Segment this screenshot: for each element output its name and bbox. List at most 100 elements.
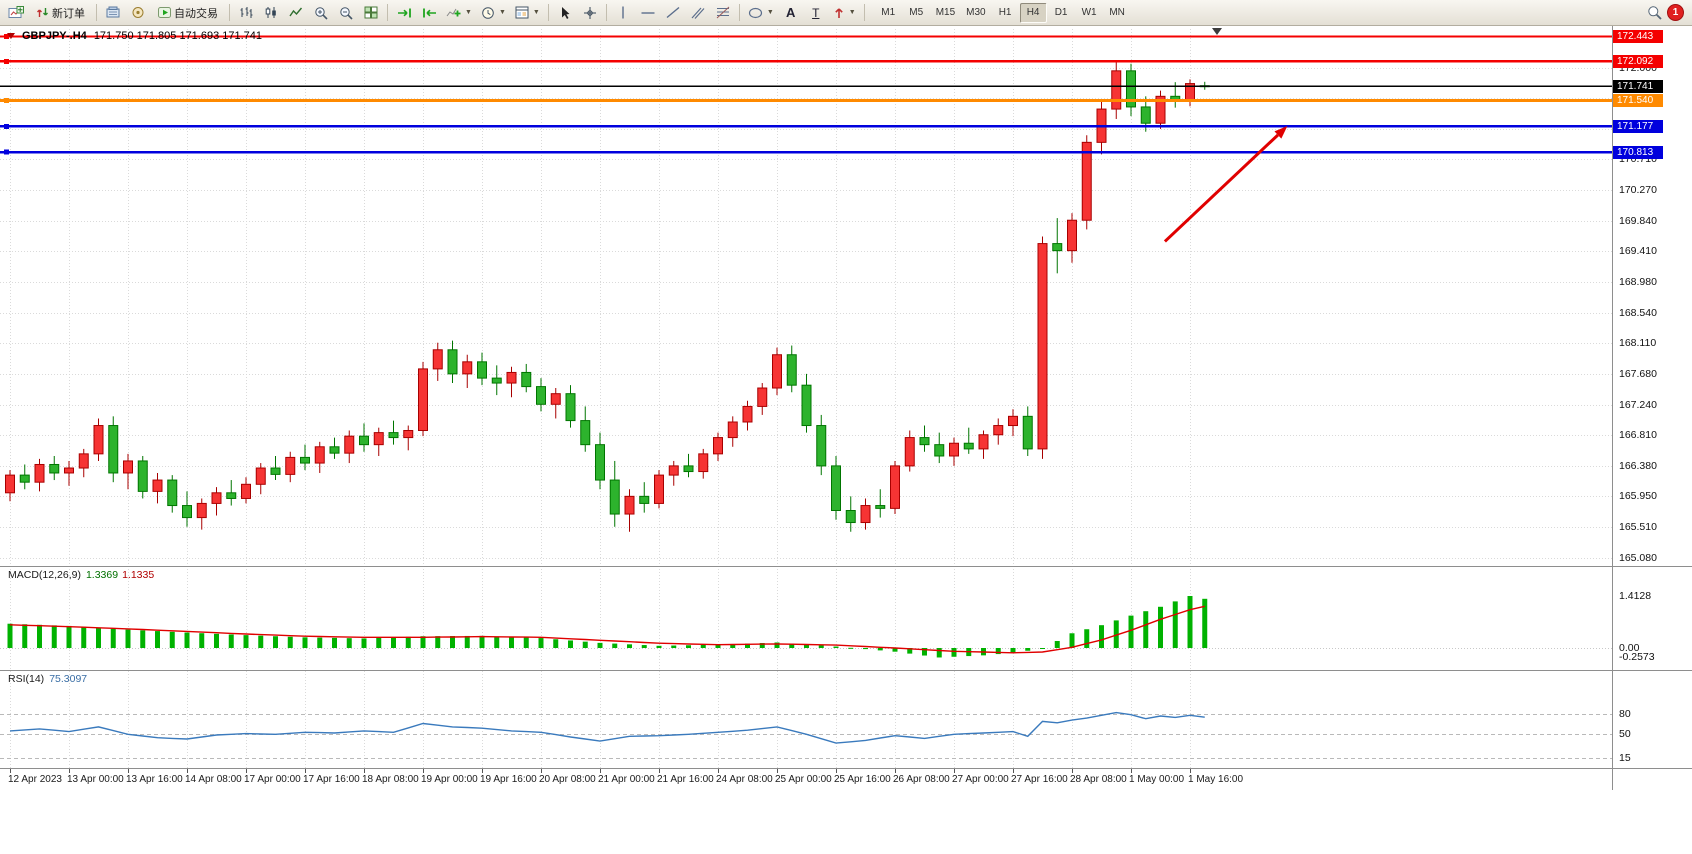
y-axis-label: 167.240 <box>1619 399 1657 411</box>
time-axis[interactable]: 12 Apr 2023 13 Apr 00:00 13 Apr 16:00 14 Ap… <box>0 769 1612 790</box>
new-order-button[interactable]: 新订单 <box>29 2 92 24</box>
toolbar-separator <box>96 4 97 21</box>
price-lines[interactable] <box>0 34 1612 155</box>
timeframe-button-m5[interactable]: M5 <box>909 7 924 18</box>
zoom-in-icon <box>315 6 328 20</box>
time-axis-label: 14 Apr 08:00 <box>185 774 242 785</box>
trendline-tool-button[interactable] <box>661 2 685 24</box>
timeframe-button-mn[interactable]: MN <box>1109 7 1125 18</box>
line-chart-button[interactable] <box>284 2 308 24</box>
timeframe-toolbar: M1 M5 M15 M30 H1 H4 D1 W1 MN <box>875 2 1131 23</box>
timeframe-button-m30[interactable]: M30 <box>966 7 986 18</box>
crosshair-tool-button[interactable] <box>578 2 602 24</box>
text-tool-button[interactable]: A <box>779 2 803 24</box>
candles[interactable] <box>5 61 1210 532</box>
arrow-annotation[interactable] <box>1163 126 1288 243</box>
chart-ohlc-values: 171.750 171.805 171.693 171.741 <box>93 30 263 42</box>
toolbar-separator <box>605 4 607 21</box>
macd-indicator-label: MACD(12,26,9) 1.3369 1.1335 <box>8 569 154 581</box>
tile-windows-button[interactable] <box>359 2 383 24</box>
timeframe-button-m15[interactable]: M15 <box>935 7 956 18</box>
time-axis-label: 28 Apr 08:00 <box>1070 774 1127 785</box>
price-axis[interactable]: 172.000171.570171.140170.710170.270169.8… <box>1613 26 1692 790</box>
time-axis-label: 18 Apr 08:00 <box>362 774 419 785</box>
time-tick <box>69 769 70 773</box>
zoom-out-button[interactable] <box>334 2 358 24</box>
chart-region[interactable]: GBPJPY-.H4 171.750 171.805 171.693 171.7… <box>0 26 1612 790</box>
bar-chart-icon <box>240 7 253 18</box>
timeframe-button-w1[interactable]: W1 <box>1081 7 1097 18</box>
time-tick <box>777 769 778 773</box>
time-tick <box>954 769 955 773</box>
time-axis-label: 19 Apr 16:00 <box>480 774 537 785</box>
macd-signal-line <box>9 605 1205 654</box>
y-axis-label: 170.270 <box>1619 184 1657 197</box>
toolbar-separator <box>547 4 549 21</box>
zoom-in-button[interactable] <box>309 2 333 24</box>
auto-scroll-icon <box>397 8 411 17</box>
time-tick <box>10 769 11 773</box>
search-button[interactable] <box>1642 2 1666 24</box>
timeframe-button-h1[interactable]: H1 <box>998 7 1012 18</box>
dropdown-caret-icon: ▼ <box>532 9 540 16</box>
timeframe-button-m1[interactable]: M1 <box>881 7 896 18</box>
fibonacci-tool-button[interactable] <box>711 2 735 24</box>
rsi-name: RSI(14) <box>8 673 45 685</box>
cursor-tool-button[interactable] <box>553 2 577 24</box>
candlestick-chart-button[interactable] <box>259 2 283 24</box>
notification-badge[interactable]: 1 <box>1667 4 1684 21</box>
text-label-tool-icon: T <box>812 5 820 20</box>
timeframe-button-h4[interactable]: H4 <box>1019 2 1047 23</box>
profiles-button[interactable] <box>101 2 125 24</box>
market-watch-button[interactable] <box>126 2 150 24</box>
price-line-badge: 172.443 <box>1613 30 1663 44</box>
bar-chart-button[interactable] <box>234 2 258 24</box>
text-label-tool-button[interactable]: T <box>804 2 828 24</box>
shapes-tool-button[interactable]: ▼ <box>744 2 778 24</box>
y-axis-label: 165.510 <box>1619 521 1657 534</box>
templates-button[interactable]: ▼ <box>511 2 544 24</box>
window-background <box>0 790 1692 854</box>
new-chart-icon <box>8 5 24 18</box>
current-price-badge: 171.741 <box>1613 79 1663 93</box>
time-tick <box>423 769 424 773</box>
channel-tool-button[interactable] <box>686 2 710 24</box>
panel-separator-timeaxis <box>0 768 1692 769</box>
price-axis-line <box>1612 26 1613 790</box>
toolbar-separator <box>387 4 388 21</box>
chart-shift-marker[interactable] <box>1212 28 1222 35</box>
panel-separator-macd[interactable] <box>0 566 1692 567</box>
crosshair-icon <box>583 6 596 19</box>
time-tick <box>541 769 542 773</box>
new-chart-button[interactable] <box>4 2 28 24</box>
vertical-line-tool-button[interactable] <box>611 2 635 24</box>
y-axis-label: 168.980 <box>1619 275 1657 288</box>
auto-scroll-button[interactable] <box>392 2 416 24</box>
chart-symbol-label: GBPJPY-.H4 <box>22 30 87 42</box>
periods-button[interactable]: ▼ <box>477 2 510 24</box>
horizontal-line-tool-button[interactable] <box>636 2 660 24</box>
chart-shift-icon <box>422 8 436 17</box>
fibonacci-icon <box>716 6 730 19</box>
time-axis-label: 12 Apr 2023 <box>8 774 62 785</box>
time-axis-label: 13 Apr 00:00 <box>67 774 124 785</box>
rsi-axis-label: 15 <box>1619 752 1631 764</box>
chart-title: GBPJPY-.H4 171.750 171.805 171.693 171.7… <box>7 30 262 42</box>
y-axis-label: 166.380 <box>1619 459 1657 472</box>
chart-canvas[interactable] <box>0 26 1612 768</box>
time-axis-label: 21 Apr 16:00 <box>657 774 714 785</box>
autotrading-button[interactable]: 自动交易 <box>151 2 225 24</box>
time-axis-label: 25 Apr 16:00 <box>834 774 891 785</box>
time-tick <box>1131 769 1132 773</box>
indicators-button[interactable]: ▼ <box>442 2 476 24</box>
timeframe-button-d1[interactable]: D1 <box>1054 7 1068 18</box>
chart-shift-button[interactable] <box>417 2 441 24</box>
time-tick <box>895 769 896 773</box>
y-axis-label: 166.810 <box>1619 429 1657 442</box>
time-tick <box>836 769 837 773</box>
panel-separator-rsi[interactable] <box>0 670 1692 671</box>
arrows-tool-button[interactable]: ▼ <box>829 2 860 24</box>
time-axis-label: 17 Apr 16:00 <box>303 774 360 785</box>
time-tick <box>1013 769 1014 773</box>
